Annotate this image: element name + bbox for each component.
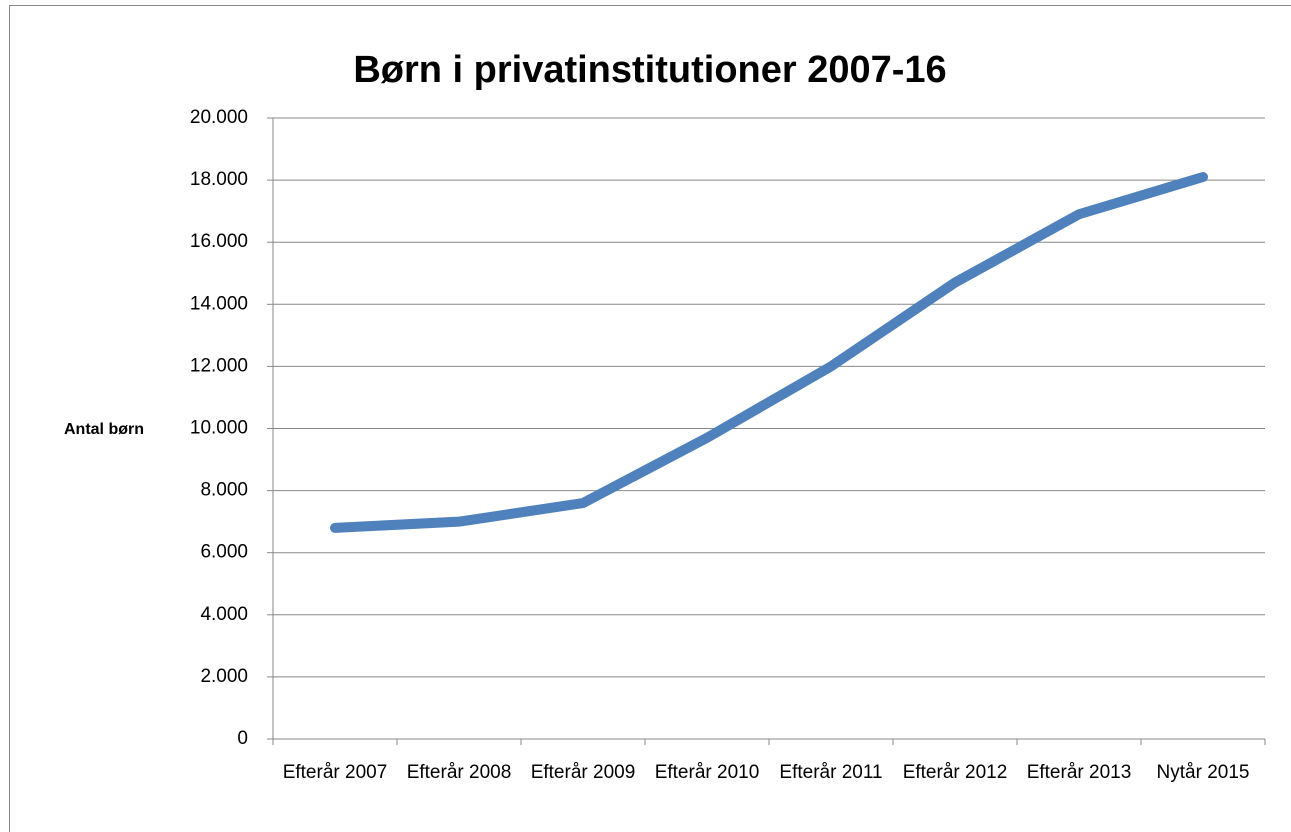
y-axis-label: Antal børn xyxy=(64,421,144,438)
x-tick-label: Efterår 2011 xyxy=(779,762,883,783)
x-tick-label: Efterår 2008 xyxy=(406,762,512,783)
x-tick-label: Efterår 2012 xyxy=(902,762,1008,783)
x-tick-label: Nytår 2015 xyxy=(1156,762,1250,783)
x-tick-label: Efterår 2013 xyxy=(1026,762,1132,783)
y-tick-label: 2.000 xyxy=(200,666,248,687)
data-line xyxy=(330,171,1208,533)
chart-title: Børn i privatinstitutioner 2007-16 xyxy=(353,49,946,91)
y-tick-label: 12.000 xyxy=(190,355,248,376)
y-tick-label: 4.000 xyxy=(200,604,248,625)
y-tick-label: 8.000 xyxy=(200,480,248,501)
y-tick-label: 14.000 xyxy=(190,293,248,314)
y-tick-label: 16.000 xyxy=(190,231,248,252)
y-tick-label: 6.000 xyxy=(200,542,248,563)
chart-border xyxy=(9,5,1291,832)
x-tick-label: Efterår 2010 xyxy=(654,762,760,783)
x-tick-label: Efterår 2007 xyxy=(282,762,388,783)
y-tick-label: 0 xyxy=(237,728,248,749)
y-tick-label: 10.000 xyxy=(190,418,248,439)
y-tick-label: 20.000 xyxy=(190,107,248,128)
y-tick-label: 18.000 xyxy=(190,169,248,190)
x-tick-label: Efterår 2009 xyxy=(530,762,636,783)
